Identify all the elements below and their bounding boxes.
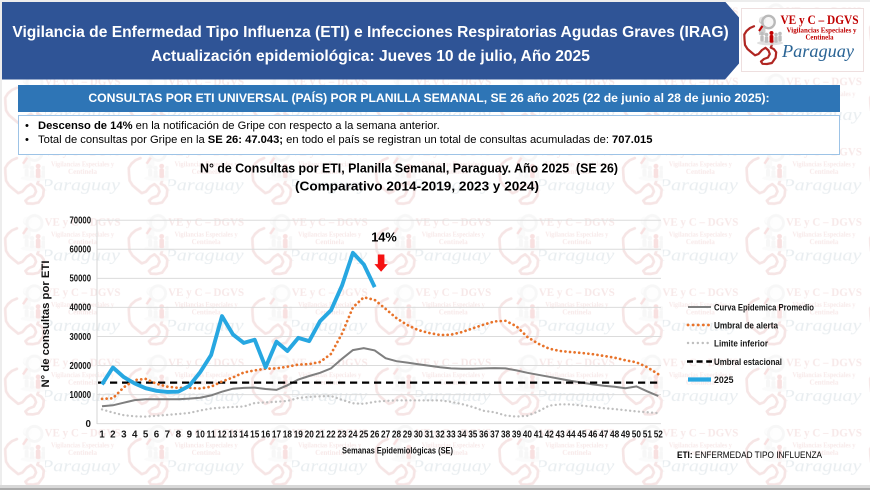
svg-text:2025: 2025 [714, 375, 734, 385]
svg-text:N° de consultas por ETI: N° de consultas por ETI [40, 261, 52, 388]
svg-text:17: 17 [272, 430, 282, 441]
svg-text:13: 13 [228, 430, 238, 441]
svg-text:Umbral de alerta: Umbral de alerta [714, 320, 779, 330]
svg-text:15: 15 [250, 430, 260, 441]
svg-text:52: 52 [654, 430, 664, 441]
svg-text:42: 42 [545, 430, 555, 441]
svg-text:31: 31 [425, 430, 435, 441]
svg-text:38: 38 [501, 430, 511, 441]
svg-text:5: 5 [143, 430, 149, 441]
svg-text:37: 37 [490, 430, 500, 441]
svg-text:8: 8 [176, 430, 182, 441]
svg-text:30000: 30000 [70, 332, 92, 343]
svg-text:44: 44 [566, 430, 576, 441]
svg-text:40: 40 [523, 430, 533, 441]
svg-text:12: 12 [217, 430, 227, 441]
svg-text:39: 39 [512, 430, 522, 441]
svg-text:50000: 50000 [70, 274, 92, 285]
svg-text:35: 35 [468, 430, 478, 441]
svg-text:70000: 70000 [70, 216, 92, 227]
svg-text:30: 30 [414, 430, 424, 441]
svg-text:4: 4 [132, 430, 138, 441]
svg-text:0: 0 [86, 419, 92, 430]
svg-text:20000: 20000 [70, 361, 92, 372]
svg-text:14%: 14% [371, 230, 397, 245]
svg-text:VE y C – DGVS: VE y C – DGVS [781, 12, 859, 27]
svg-text:24: 24 [348, 430, 358, 441]
svg-text:23: 23 [337, 430, 347, 441]
svg-text:2: 2 [110, 430, 116, 441]
svg-text:9: 9 [187, 430, 193, 441]
svg-text:Limite inferior: Limite inferior [714, 338, 768, 348]
svg-text:7: 7 [165, 430, 171, 441]
svg-text:Curva Epidemica Promedio: Curva Epidemica Promedio [714, 302, 814, 312]
svg-text:Umbral estacional: Umbral estacional [714, 357, 782, 367]
svg-text:22: 22 [326, 430, 336, 441]
svg-text:29: 29 [403, 430, 413, 441]
svg-text:11: 11 [207, 430, 217, 441]
svg-text:19: 19 [294, 430, 304, 441]
svg-text:3: 3 [121, 430, 127, 441]
svg-text:41: 41 [534, 430, 544, 441]
svg-text:20: 20 [305, 430, 315, 441]
svg-text:33: 33 [446, 430, 456, 441]
svg-text:1: 1 [99, 430, 105, 441]
svg-text:49: 49 [621, 430, 631, 441]
svg-text:16: 16 [261, 430, 271, 441]
svg-text:6: 6 [154, 430, 160, 441]
svg-text:47: 47 [599, 430, 609, 441]
svg-text:Semanas Epidemiológicas (SE): Semanas Epidemiológicas (SE) [342, 446, 453, 456]
svg-text:14: 14 [239, 430, 249, 441]
svg-text:51: 51 [643, 430, 653, 441]
svg-text:26: 26 [370, 430, 380, 441]
svg-text:ETI: ENFERMEDAD TIPO INFLUENZA: ETI: ENFERMEDAD TIPO INFLUENZA [677, 450, 823, 460]
svg-text:25: 25 [359, 430, 369, 441]
svg-text:Vigilancias Especiales y: Vigilancias Especiales y [787, 26, 857, 35]
svg-text:34: 34 [457, 430, 467, 441]
svg-text:36: 36 [479, 430, 489, 441]
svg-text:60000: 60000 [70, 245, 92, 256]
svg-text:Centinela: Centinela [806, 33, 834, 42]
svg-text:32: 32 [436, 430, 446, 441]
svg-text:18: 18 [283, 430, 293, 441]
svg-text:45: 45 [577, 430, 587, 441]
svg-text:N° de Consultas por ETI, Plani: N° de Consultas por ETI, Planilla Semana… [200, 161, 618, 176]
svg-text:40000: 40000 [70, 303, 92, 314]
svg-text:10: 10 [196, 430, 206, 441]
svg-text:46: 46 [588, 430, 598, 441]
svg-text:50: 50 [632, 430, 642, 441]
svg-text:Paraguay: Paraguay [781, 41, 854, 61]
svg-text:27: 27 [381, 430, 391, 441]
svg-text:48: 48 [610, 430, 620, 441]
svg-text:(Comparativo 2014-2019, 2023 y: (Comparativo 2014-2019, 2023 y 2024) [295, 178, 539, 193]
svg-text:43: 43 [556, 430, 566, 441]
svg-text:10000: 10000 [70, 390, 92, 401]
svg-text:28: 28 [392, 430, 402, 441]
svg-text:21: 21 [316, 430, 326, 441]
